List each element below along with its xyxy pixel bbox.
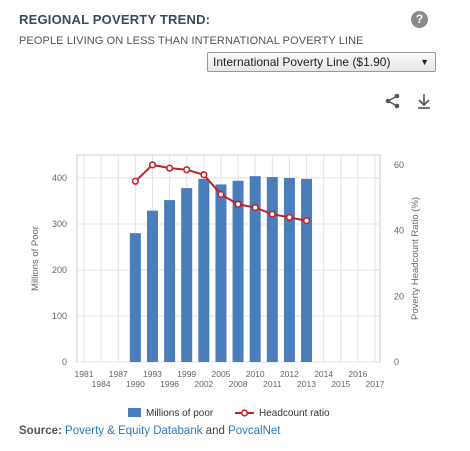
- plot-frame: [76, 154, 381, 363]
- headcount-point: [148, 161, 157, 169]
- x-tick-label: 2011: [263, 379, 282, 389]
- x-tick-label: 1990: [126, 379, 145, 389]
- y-left-tick-label: 300: [52, 219, 67, 229]
- y-left-tick-label: 200: [52, 265, 67, 275]
- x-tick-label: 2008: [229, 379, 248, 389]
- headcount-point: [131, 177, 139, 185]
- bar: [146, 210, 158, 362]
- x-tick-label: 1999: [177, 369, 196, 379]
- bar: [129, 233, 141, 362]
- download-icon[interactable]: [415, 92, 433, 110]
- bar: [249, 176, 261, 362]
- legend-line-label: Headcount ratio: [259, 408, 330, 419]
- headcount-point: [302, 217, 311, 225]
- bar: [164, 200, 176, 362]
- x-tick-label: 2013: [297, 379, 316, 389]
- y-left-tick-label: 0: [62, 357, 67, 367]
- source-label: Source:: [19, 425, 62, 437]
- bar: [181, 188, 193, 362]
- y-right-axis-title: Poverty Headcount Ratio (%): [410, 197, 421, 320]
- x-tick-label: 2014: [314, 369, 333, 379]
- dropdown-arrow-icon: ▼: [420, 57, 429, 67]
- bar: [198, 178, 210, 362]
- legend-bar-swatch: [128, 408, 141, 417]
- y-right-tick-label: 20: [394, 291, 404, 301]
- poverty-line-select[interactable]: International Poverty Line ($1.90) ▼: [207, 52, 436, 72]
- x-tick-label: 2012: [280, 369, 299, 379]
- y-right-tick-label: 60: [394, 160, 404, 170]
- y-left-tick-label: 400: [52, 173, 67, 183]
- x-tick-label: 2015: [331, 379, 350, 389]
- y-left-axis-title: Millions of Poor: [30, 226, 41, 291]
- source-link-databank[interactable]: Poverty & Equity Databank: [65, 425, 203, 437]
- chart-svg: 0 100 200 300 400 0 20 40 60 19811984198719901993…: [30, 154, 421, 419]
- x-tick-label: 1993: [143, 369, 162, 379]
- y-left-tick-label: 100: [52, 311, 67, 321]
- legend-bar-label: Millions of poor: [146, 408, 214, 419]
- headcount-point: [200, 171, 208, 179]
- y-right-tick-label: 0: [394, 357, 399, 367]
- x-tick-label: 2017: [366, 379, 385, 389]
- bar: [301, 178, 313, 362]
- bar: [215, 184, 227, 362]
- headcount-point: [268, 210, 276, 218]
- x-tick-label: 1981: [75, 369, 94, 379]
- chart-subtitle: PEOPLE LIVING ON LESS THAN INTERNATIONAL…: [19, 35, 364, 47]
- source-and: and: [205, 425, 225, 437]
- headcount-point: [285, 213, 294, 222]
- bar: [232, 180, 244, 362]
- x-tick-label: 2002: [194, 379, 213, 389]
- y-right-tick-label: 40: [394, 226, 404, 236]
- legend-line-marker: [240, 409, 249, 417]
- chart-title: REGIONAL POVERTY TREND:: [19, 12, 211, 27]
- x-tick-label: 2016: [348, 369, 367, 379]
- help-icon[interactable]: ?: [411, 11, 428, 28]
- bar: [283, 178, 295, 362]
- headcount-point: [217, 190, 225, 199]
- headcount-point: [251, 203, 259, 212]
- x-tick-label: 1987: [109, 369, 128, 379]
- poverty-line-select-value: International Poverty Line ($1.90): [213, 55, 391, 69]
- headcount-point: [183, 166, 191, 174]
- headcount-point: [165, 164, 174, 172]
- share-icon[interactable]: [384, 92, 402, 110]
- source-line: Source: Poverty & Equity Databank and Po…: [19, 425, 280, 437]
- bar: [266, 177, 278, 362]
- x-tick-label: 1996: [160, 379, 179, 389]
- x-tick-label: 2005: [211, 369, 230, 379]
- x-tick-label: 2010: [246, 369, 265, 379]
- x-tick-label: 1984: [92, 379, 111, 389]
- headcount-point: [234, 200, 242, 208]
- source-link-povcalnet[interactable]: PovcalNet: [228, 425, 281, 437]
